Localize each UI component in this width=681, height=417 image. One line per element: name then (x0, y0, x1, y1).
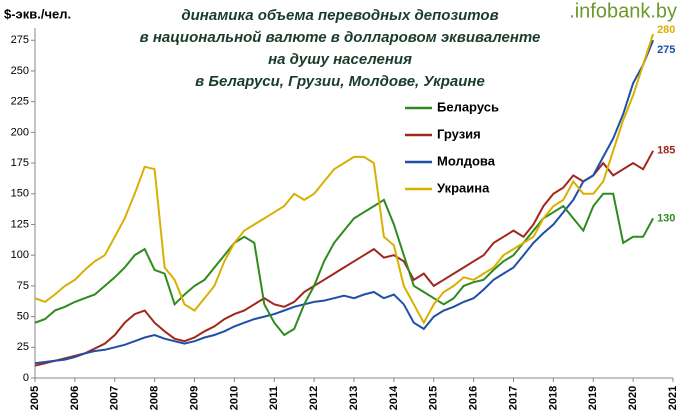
x-tick-label: 2007 (109, 386, 121, 410)
y-axis-label: $-экв./чел. (4, 6, 71, 21)
y-tick-label: 150 (11, 188, 29, 200)
legend-label: Украина (437, 180, 490, 195)
x-tick-label: 2008 (149, 386, 161, 410)
end-label: 280 (657, 24, 675, 36)
series-line (34, 150, 654, 367)
y-tick-label: 175 (11, 157, 29, 169)
series-line (34, 33, 655, 325)
chart-title: в Беларуси, Грузии, Молдове, Украине (195, 73, 485, 90)
logo: .infobank.by (569, 0, 677, 22)
legend-label: Грузия (437, 126, 481, 141)
end-label: 130 (657, 212, 675, 224)
series-line (34, 39, 655, 365)
chart-title: динамика объема переводных депозитов (181, 7, 498, 24)
end-label: 275 (657, 44, 675, 56)
y-tick-label: 100 (11, 249, 29, 261)
x-tick-label: 2019 (587, 386, 599, 410)
x-tick-label: 2015 (428, 386, 440, 410)
x-tick-label: 2016 (468, 386, 480, 410)
x-tick-label: 2009 (188, 386, 200, 410)
x-tick-label: 2012 (308, 386, 320, 410)
y-tick-label: 75 (17, 280, 29, 292)
x-tick-label: 2018 (547, 386, 559, 410)
chart-title: на душу населения (268, 51, 412, 68)
y-tick-label: 225 (11, 96, 29, 108)
chart-title: в национальной валюте в долларовом эквив… (140, 29, 541, 46)
legend-label: Беларусь (437, 99, 499, 114)
y-tick-label: 50 (17, 311, 29, 323)
x-tick-label: 2010 (228, 386, 240, 410)
x-tick-label: 2020 (627, 386, 639, 410)
y-tick-label: 250 (11, 65, 29, 77)
x-tick-label: 2006 (69, 386, 81, 410)
x-tick-label: 2011 (268, 386, 280, 410)
y-tick-label: 25 (17, 341, 29, 353)
x-tick-label: 2014 (388, 385, 400, 410)
x-tick-label: 2013 (348, 386, 360, 410)
x-tick-label: 2017 (507, 386, 519, 410)
y-tick-label: 275 (11, 34, 29, 46)
end-label: 185 (657, 145, 675, 157)
series-line (34, 192, 654, 337)
y-tick-label: 0 (23, 372, 29, 384)
x-tick-label: 2021 (667, 386, 679, 410)
legend-label: Молдова (437, 153, 496, 168)
y-tick-label: 125 (11, 218, 29, 230)
x-tick-label: 2005 (29, 386, 41, 410)
y-tick-label: 200 (11, 126, 29, 138)
